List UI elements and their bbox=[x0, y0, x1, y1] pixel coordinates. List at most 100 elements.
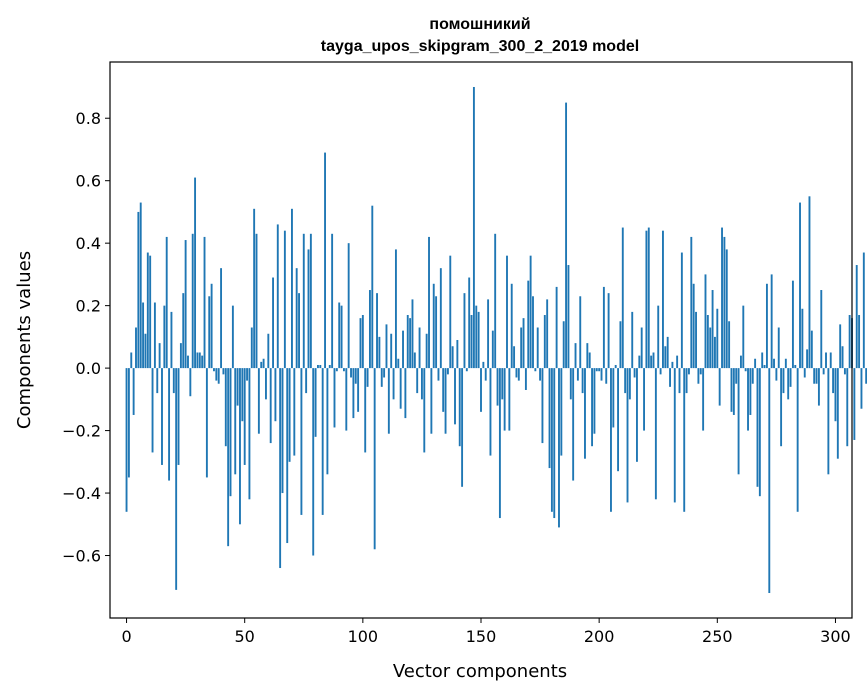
bar-component-76 bbox=[305, 368, 308, 394]
y-tick-label: 0.4 bbox=[76, 234, 101, 253]
bar-component-261 bbox=[742, 305, 745, 369]
bar-component-299 bbox=[832, 368, 835, 394]
bar-component-230 bbox=[669, 368, 671, 387]
bar-component-27 bbox=[189, 368, 192, 397]
bar-component-211 bbox=[624, 368, 627, 394]
bar-component-21 bbox=[175, 368, 178, 590]
bar-component-286 bbox=[801, 308, 804, 369]
bar-component-98 bbox=[357, 368, 360, 412]
y-tick-label: 0.6 bbox=[76, 172, 101, 191]
bar-component-172 bbox=[532, 296, 534, 369]
bar-component-35 bbox=[208, 296, 211, 369]
bar-component-268 bbox=[758, 368, 761, 497]
bar-component-49 bbox=[241, 368, 244, 422]
bar-component-250 bbox=[716, 308, 719, 369]
bar-component-26 bbox=[187, 355, 189, 369]
bar-component-78 bbox=[309, 233, 312, 369]
plot-frame bbox=[109, 61, 853, 619]
bar-component-242 bbox=[697, 368, 700, 384]
bar-component-142 bbox=[461, 368, 464, 487]
bar-component-141 bbox=[458, 368, 461, 447]
bar-component-203 bbox=[605, 368, 608, 384]
bar-component-93 bbox=[345, 368, 348, 431]
bar-component-227 bbox=[662, 230, 664, 369]
bar-component-191 bbox=[576, 368, 579, 381]
bar-component-10 bbox=[149, 255, 152, 369]
bar-component-220 bbox=[645, 230, 648, 369]
bar-component-184 bbox=[560, 368, 563, 456]
bar-component-80 bbox=[314, 368, 317, 437]
bar-component-88 bbox=[333, 368, 336, 428]
bar-component-91 bbox=[340, 305, 343, 369]
bar-component-248 bbox=[711, 290, 714, 369]
bar-component-310 bbox=[858, 315, 861, 369]
bar-component-68 bbox=[286, 368, 289, 544]
bar-component-126 bbox=[423, 368, 426, 453]
bar-component-40 bbox=[220, 268, 223, 369]
bar-component-301 bbox=[836, 368, 839, 459]
bar-component-129 bbox=[430, 368, 433, 434]
bar-component-247 bbox=[709, 327, 712, 369]
bar-component-9 bbox=[146, 252, 149, 369]
bar-component-117 bbox=[402, 330, 404, 369]
bar-component-52 bbox=[248, 368, 251, 500]
bar-component-257 bbox=[732, 368, 735, 415]
bar-component-71 bbox=[293, 368, 296, 456]
bar-component-234 bbox=[678, 368, 681, 394]
bar-component-134 bbox=[442, 368, 445, 412]
bar-component-120 bbox=[409, 318, 412, 369]
bar-component-179 bbox=[548, 368, 551, 469]
bar-component-264 bbox=[749, 368, 752, 415]
bar-component-66 bbox=[281, 368, 284, 494]
bar-component-73 bbox=[298, 293, 300, 369]
bar-component-111 bbox=[387, 368, 390, 434]
bar-component-167 bbox=[520, 327, 523, 369]
bar-component-197 bbox=[591, 368, 594, 447]
bar-component-44 bbox=[229, 368, 232, 497]
bar-component-260 bbox=[739, 355, 742, 369]
bar-component-83 bbox=[321, 368, 324, 515]
bar-component-82 bbox=[319, 364, 322, 369]
x-tick-label: 200 bbox=[584, 627, 615, 646]
bar-component-238 bbox=[688, 368, 690, 375]
bar-component-0 bbox=[125, 368, 128, 512]
bar-component-243 bbox=[699, 368, 702, 375]
bar-component-127 bbox=[425, 333, 428, 369]
bar-component-87 bbox=[331, 233, 334, 369]
bar-component-101 bbox=[364, 368, 367, 453]
bar-component-202 bbox=[602, 286, 605, 369]
x-tick-label: 300 bbox=[820, 627, 851, 646]
bar-component-210 bbox=[621, 227, 624, 369]
x-axis-label: Vector components bbox=[393, 661, 567, 682]
bar-component-193 bbox=[581, 368, 584, 394]
bar-component-32 bbox=[201, 355, 204, 369]
bar-component-112 bbox=[390, 333, 393, 369]
bar-component-255 bbox=[728, 321, 731, 369]
bar-component-125 bbox=[420, 368, 423, 400]
bar-component-92 bbox=[342, 368, 345, 372]
bar-component-17 bbox=[165, 236, 168, 369]
bar-component-290 bbox=[810, 330, 813, 369]
bar-component-185 bbox=[562, 321, 565, 369]
bar-component-190 bbox=[574, 343, 577, 369]
bar-component-241 bbox=[695, 311, 697, 369]
x-tick-label: 0 bbox=[121, 627, 131, 646]
bar-component-216 bbox=[636, 368, 638, 462]
bar-component-100 bbox=[361, 315, 364, 369]
bar-component-187 bbox=[567, 265, 570, 369]
bar-component-28 bbox=[191, 233, 194, 369]
bar-component-53 bbox=[250, 327, 253, 369]
bar-component-194 bbox=[584, 368, 586, 459]
bar-component-177 bbox=[543, 315, 546, 369]
bar-component-283 bbox=[794, 364, 797, 369]
bar-component-74 bbox=[300, 368, 303, 515]
bar-component-99 bbox=[359, 318, 362, 369]
bar-component-270 bbox=[763, 364, 766, 369]
bar-component-176 bbox=[541, 368, 544, 444]
bar-component-285 bbox=[799, 202, 801, 369]
bar-component-136 bbox=[446, 368, 449, 375]
bar-component-280 bbox=[787, 368, 790, 400]
bar-component-246 bbox=[706, 315, 709, 369]
bar-component-233 bbox=[676, 355, 679, 369]
bar-component-297 bbox=[827, 368, 830, 475]
